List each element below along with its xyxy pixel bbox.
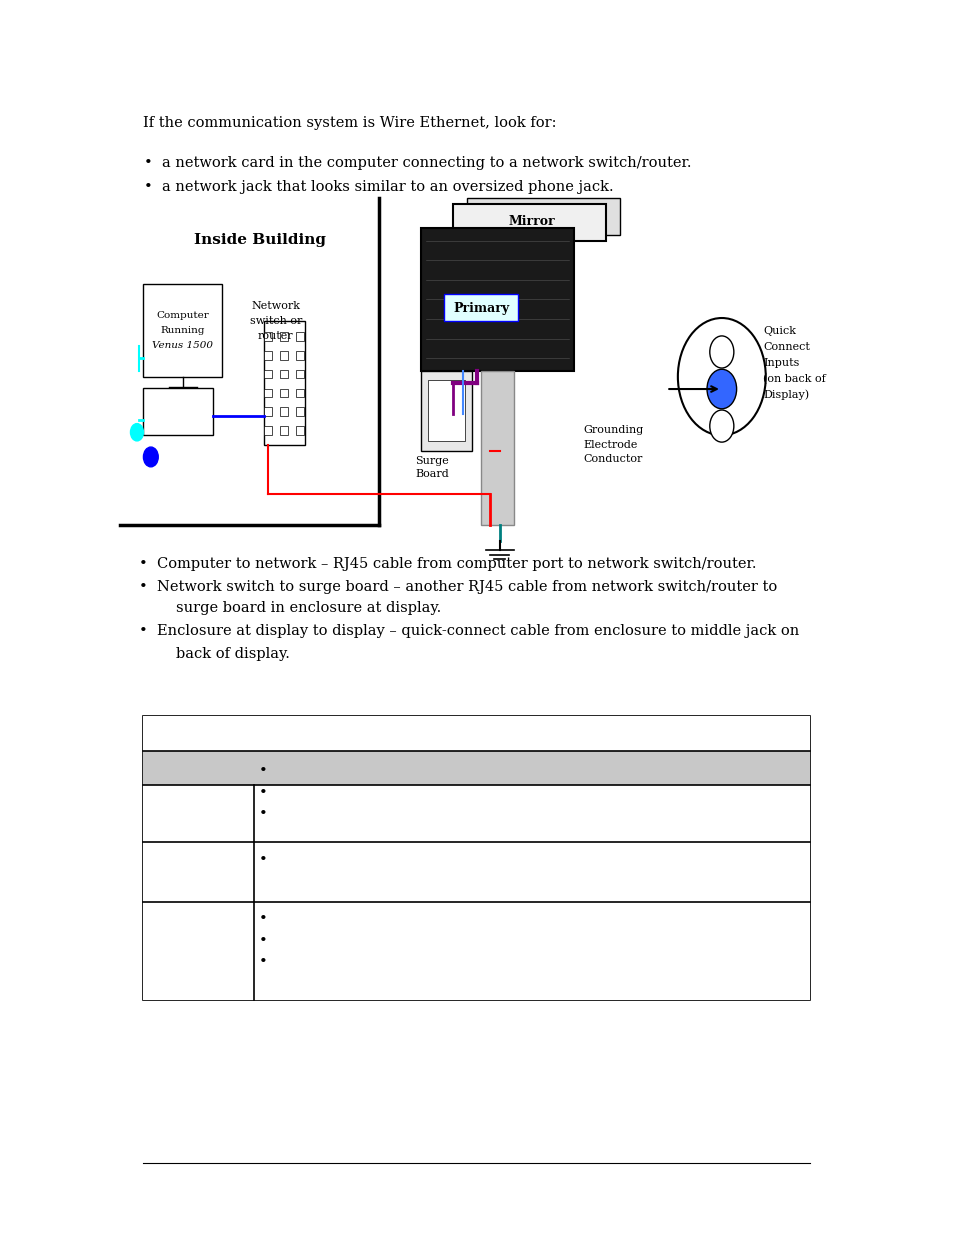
Bar bbox=[279, 426, 288, 435]
Text: •: • bbox=[259, 913, 268, 926]
Text: Board: Board bbox=[415, 469, 449, 479]
Bar bbox=[263, 351, 272, 359]
Text: •: • bbox=[259, 956, 268, 969]
Text: router: router bbox=[257, 331, 294, 341]
Bar bbox=[444, 294, 517, 321]
Circle shape bbox=[709, 410, 733, 442]
Bar bbox=[295, 426, 304, 435]
Circle shape bbox=[143, 447, 158, 467]
Bar bbox=[279, 332, 288, 341]
Text: Computer: Computer bbox=[156, 311, 209, 320]
Text: Surge: Surge bbox=[415, 456, 449, 466]
Circle shape bbox=[709, 336, 733, 368]
Text: Electrode: Electrode bbox=[582, 440, 637, 450]
Text: •: • bbox=[259, 853, 268, 867]
Text: •: • bbox=[259, 764, 268, 778]
Text: •: • bbox=[143, 157, 152, 170]
Bar bbox=[263, 321, 305, 445]
Bar bbox=[279, 369, 288, 378]
Circle shape bbox=[706, 369, 736, 409]
Text: surge board in enclosure at display.: surge board in enclosure at display. bbox=[175, 601, 440, 615]
Text: Venus 1500: Venus 1500 bbox=[152, 341, 213, 350]
Text: a network jack that looks similar to an oversized phone jack.: a network jack that looks similar to an … bbox=[162, 180, 613, 194]
Bar bbox=[263, 369, 272, 378]
Text: a network card in the computer connecting to a network switch/router.: a network card in the computer connectin… bbox=[162, 157, 691, 170]
Text: If the communication system is Wire Ethernet, look for:: If the communication system is Wire Ethe… bbox=[143, 116, 557, 130]
Bar bbox=[143, 902, 809, 1000]
Text: Quick: Quick bbox=[762, 326, 796, 336]
Bar bbox=[279, 351, 288, 359]
Text: Network switch to surge board – another RJ45 cable from network switch/router to: Network switch to surge board – another … bbox=[157, 580, 777, 594]
Text: Computer to network – RJ45 cable from computer port to network switch/router.: Computer to network – RJ45 cable from co… bbox=[157, 557, 756, 571]
Bar bbox=[295, 351, 304, 359]
Bar bbox=[453, 204, 605, 241]
Text: (on back of: (on back of bbox=[762, 374, 825, 384]
Text: Primary: Primary bbox=[453, 301, 509, 315]
Bar bbox=[143, 716, 809, 751]
Text: back of display.: back of display. bbox=[175, 647, 290, 661]
Bar bbox=[295, 332, 304, 341]
Bar bbox=[143, 751, 809, 785]
Bar bbox=[420, 370, 472, 451]
Bar bbox=[428, 380, 464, 441]
Text: Network: Network bbox=[251, 301, 300, 311]
Bar bbox=[263, 426, 272, 435]
Text: •: • bbox=[259, 935, 268, 948]
Text: Inputs: Inputs bbox=[762, 358, 799, 368]
Ellipse shape bbox=[678, 319, 765, 436]
Text: •: • bbox=[259, 808, 268, 821]
Text: Grounding: Grounding bbox=[582, 425, 642, 435]
Text: switch or: switch or bbox=[250, 316, 302, 326]
Text: •: • bbox=[143, 180, 152, 194]
Text: Mirror: Mirror bbox=[508, 215, 555, 228]
Text: •: • bbox=[139, 625, 148, 638]
Bar bbox=[480, 370, 513, 525]
Text: •: • bbox=[139, 557, 148, 571]
Bar bbox=[143, 284, 222, 377]
Bar bbox=[279, 389, 288, 398]
Text: Display): Display) bbox=[762, 389, 809, 400]
Text: Running: Running bbox=[160, 326, 205, 335]
Text: Inside Building: Inside Building bbox=[194, 233, 326, 247]
Bar bbox=[143, 785, 809, 842]
Bar bbox=[295, 369, 304, 378]
Bar bbox=[263, 389, 272, 398]
Bar bbox=[143, 388, 213, 435]
Text: Conductor: Conductor bbox=[582, 454, 641, 464]
Bar bbox=[467, 198, 619, 235]
Text: •: • bbox=[139, 580, 148, 594]
Bar bbox=[143, 716, 809, 1000]
Text: Enclosure at display to display – quick-connect cable from enclosure to middle j: Enclosure at display to display – quick-… bbox=[157, 625, 799, 638]
Bar bbox=[420, 228, 573, 370]
Bar bbox=[143, 842, 809, 902]
Text: •: • bbox=[259, 787, 268, 800]
Text: Connect: Connect bbox=[762, 342, 809, 352]
Bar bbox=[295, 408, 304, 416]
Bar bbox=[263, 332, 272, 341]
Bar bbox=[295, 389, 304, 398]
Circle shape bbox=[131, 424, 143, 441]
Bar bbox=[263, 408, 272, 416]
Bar bbox=[279, 408, 288, 416]
